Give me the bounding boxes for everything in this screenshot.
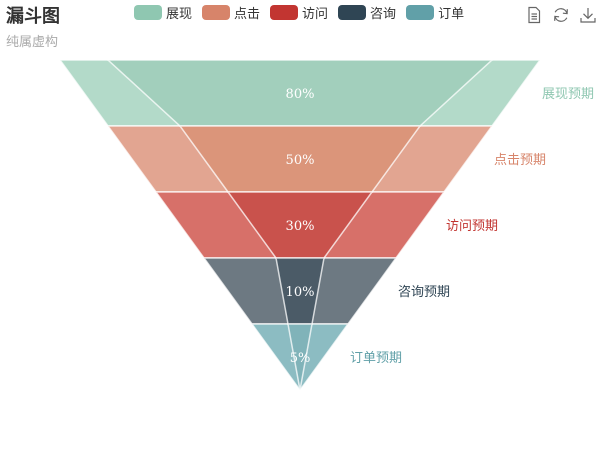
legend-swatch	[202, 4, 231, 20]
legend-label: 展现	[166, 6, 193, 22]
funnel-label-expected: 订单预期	[350, 351, 402, 366]
funnel-label-actual: 10%	[286, 285, 315, 300]
legend-item-dingdan[interactable]: 订单	[406, 3, 464, 22]
save-image-icon	[580, 8, 596, 23]
funnel-label-actual: 80%	[286, 87, 315, 102]
funnel-label-actual: 50%	[286, 153, 315, 168]
legend-swatch	[134, 4, 162, 20]
legend-item-fangwen[interactable]: 访问	[270, 3, 328, 22]
funnel-segment-actual[interactable]	[287, 323, 313, 391]
data-view-button[interactable]	[524, 5, 544, 25]
save-image-button[interactable]	[578, 5, 598, 25]
legend-label: 订单	[438, 6, 465, 22]
legend-swatch	[406, 4, 435, 20]
refresh-button[interactable]	[551, 5, 571, 25]
data-view-icon	[528, 6, 541, 24]
legend-item-zixun[interactable]: 咨询	[338, 3, 396, 22]
legend-item-dianji[interactable]: 点击	[202, 3, 260, 22]
funnel-label-expected: 访问预期	[446, 219, 498, 234]
legend-label: 访问	[302, 6, 329, 22]
refresh-icon	[554, 8, 568, 22]
funnel-label-actual: 30%	[286, 219, 315, 234]
funnel-label-expected: 展现预期	[542, 87, 594, 102]
legend-swatch	[270, 4, 299, 20]
funnel-label-expected: 点击预期	[494, 153, 546, 168]
legend: 展现 点击 访问 咨询 订单	[134, 3, 464, 22]
chart-subtitle: 纯属虚构	[6, 35, 59, 50]
legend-label: 咨询	[370, 6, 397, 22]
funnel-label-expected: 咨询预期	[398, 285, 450, 300]
legend-swatch	[338, 4, 367, 20]
legend-label: 点击	[234, 6, 261, 22]
funnel-label-actual: 5%	[290, 351, 311, 366]
toolbox	[524, 5, 598, 25]
legend-item-zhanxian[interactable]: 展现	[134, 3, 192, 22]
chart-title: 漏斗图	[6, 6, 60, 27]
